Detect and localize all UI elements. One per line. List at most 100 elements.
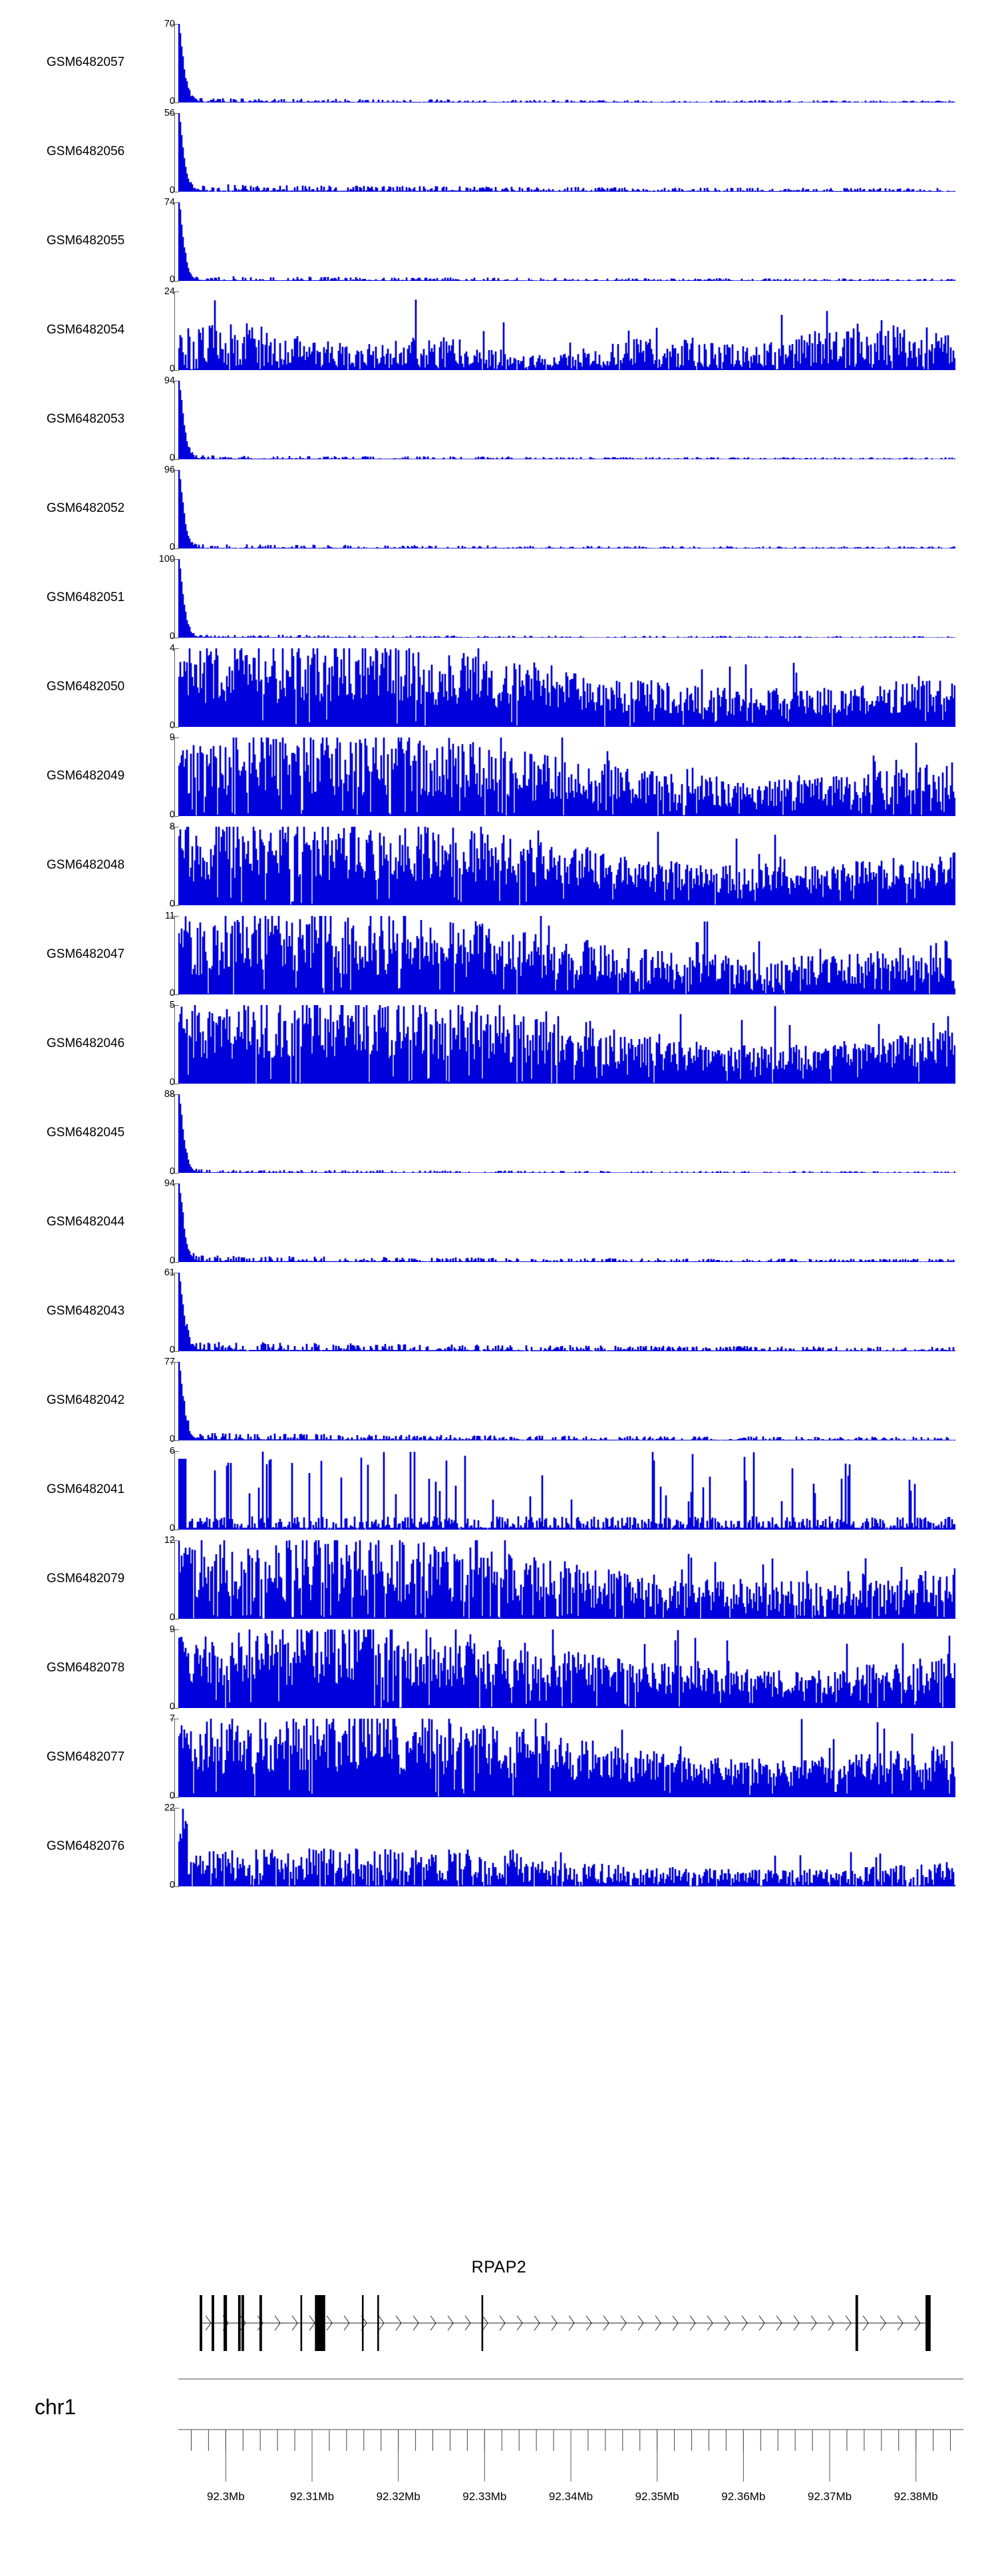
coverage-signal-plot[interactable] (178, 1005, 955, 1084)
gene-model-svg[interactable] (178, 2282, 955, 2352)
gene-exon[interactable] (855, 2295, 858, 2351)
y-axis-tick-max (170, 648, 179, 649)
coverage-signal-plot[interactable] (178, 202, 955, 281)
strand-arrow (309, 2315, 315, 2331)
gene-annotation-panel: RPAP2 (0, 2250, 998, 2363)
coverage-signal-plot[interactable] (178, 559, 955, 638)
coverage-signal-path (178, 1362, 955, 1440)
coverage-signal-plot[interactable] (178, 24, 955, 103)
gene-exon[interactable] (224, 2295, 228, 2351)
coverage-signal-path (178, 559, 955, 638)
coverage-signal-path (178, 113, 955, 192)
gene-exon[interactable] (377, 2295, 379, 2351)
coverage-signal-path (178, 1183, 955, 1262)
coverage-signal-plot[interactable] (178, 1273, 955, 1351)
coverage-track[interactable]: GSM6482041 6 0 (0, 1446, 998, 1533)
coverage-track[interactable]: GSM6482056 56 0 (0, 108, 998, 195)
y-axis-min-label: 0 (169, 1701, 175, 1712)
gene-exon[interactable] (481, 2295, 484, 2351)
track-sample-label: GSM6482076 (47, 1839, 125, 1853)
gene-exon[interactable] (241, 2295, 244, 2351)
track-sample-label: GSM6482057 (47, 55, 125, 69)
coverage-track[interactable]: GSM6482048 8 0 (0, 822, 998, 909)
y-axis-tick-min (170, 459, 179, 460)
coverage-track[interactable]: GSM6482077 7 0 (0, 1714, 998, 1801)
track-sample-label: GSM6482055 (47, 234, 125, 248)
coverage-track[interactable]: GSM6482052 96 0 (0, 465, 998, 552)
coverage-track[interactable]: GSM6482049 9 0 (0, 733, 998, 819)
axis-tick-label: 92.35Mb (635, 2490, 679, 2503)
coverage-track[interactable]: GSM6482047 11 0 (0, 911, 998, 998)
coverage-signal-plot[interactable] (178, 1362, 955, 1440)
y-axis-max-label: 96 (164, 465, 175, 475)
coverage-track[interactable]: GSM6482042 77 0 (0, 1357, 998, 1444)
gene-exon[interactable] (300, 2295, 303, 2351)
coverage-signal-plot[interactable] (178, 1451, 955, 1530)
y-axis-spine (174, 1362, 180, 1440)
gene-exon[interactable] (925, 2295, 931, 2351)
coverage-track[interactable]: GSM6482054 24 0 (0, 287, 998, 373)
y-axis-tick-max (170, 1540, 179, 1541)
coverage-signal-plot[interactable] (178, 1540, 955, 1619)
y-axis-spine (174, 202, 180, 281)
strand-arrow (447, 2315, 454, 2331)
track-y-axis: 61 0 (136, 1268, 175, 1355)
coverage-track[interactable]: GSM6482046 5 0 (0, 1000, 998, 1087)
coverage-signal-plot[interactable] (178, 1808, 955, 1886)
coverage-signal-plot[interactable] (178, 827, 955, 905)
coverage-track[interactable]: GSM6482050 4 0 (0, 644, 998, 730)
chromosome-label: chr1 (35, 2395, 77, 2419)
coverage-track[interactable]: GSM6482044 94 0 (0, 1179, 998, 1265)
coverage-track[interactable]: GSM6482076 22 0 (0, 1803, 998, 1890)
y-axis-spine (174, 1451, 180, 1530)
gene-exon[interactable] (238, 2295, 241, 2351)
coverage-signal-plot[interactable] (178, 470, 955, 548)
axis-tick-label: 92.3Mb (207, 2490, 245, 2503)
coverage-signal-plot[interactable] (178, 1629, 955, 1708)
coverage-track[interactable]: GSM6482053 94 0 (0, 376, 998, 463)
coverage-signal-path (178, 300, 955, 370)
gene-exon[interactable] (200, 2295, 202, 2351)
track-y-axis: 94 0 (136, 1179, 175, 1265)
axis-tick-label: 92.34Mb (549, 2490, 593, 2503)
coverage-track[interactable]: GSM6482051 100 0 (0, 554, 998, 641)
coverage-signal-path (178, 381, 955, 459)
y-axis-tick-max (170, 470, 179, 471)
gene-exon[interactable] (361, 2295, 364, 2351)
axis-tick-label: 92.33Mb (462, 2490, 506, 2503)
y-axis-max-label: 77 (164, 1357, 175, 1367)
axis-tick-label: 92.37Mb (808, 2490, 852, 2503)
coverage-track[interactable]: GSM6482057 70 0 (0, 19, 998, 106)
coverage-signal-plot[interactable] (178, 292, 955, 370)
coverage-track[interactable]: GSM6482043 61 0 (0, 1268, 998, 1355)
coverage-signal-plot[interactable] (178, 1094, 955, 1173)
coverage-track[interactable]: GSM6482079 12 0 (0, 1536, 998, 1622)
coverage-signal-plot[interactable] (178, 648, 955, 727)
strand-arrow (776, 2315, 782, 2331)
chromosome-axis-svg[interactable]: 92.3Mb 92.31Mb 92.32Mb 92.33Mb 92.34Mb 92.35M… (98, 2370, 963, 2523)
strand-arrow (914, 2315, 921, 2331)
coverage-track[interactable]: GSM6482045 88 0 (0, 1090, 998, 1176)
gene-exon[interactable] (315, 2295, 325, 2351)
strand-arrow (845, 2315, 852, 2331)
coverage-signal-plot[interactable] (178, 1719, 955, 1797)
y-axis-max-label: 74 (164, 197, 175, 208)
coverage-signal-plot[interactable] (178, 738, 955, 816)
coverage-signal-plot[interactable] (178, 1183, 955, 1262)
axis-tick-label: 92.31Mb (290, 2490, 334, 2503)
coverage-track[interactable]: GSM6482055 74 0 (0, 198, 998, 284)
coverage-signal-plot[interactable] (178, 113, 955, 192)
axis-tick-label: 92.32Mb (377, 2490, 420, 2503)
y-axis-max-label: 70 (164, 19, 175, 29)
gene-exon[interactable] (212, 2295, 214, 2351)
coverage-signal-plot[interactable] (178, 381, 955, 459)
coverage-signal-plot[interactable] (178, 916, 955, 994)
gene-exon[interactable] (259, 2295, 262, 2351)
coverage-track[interactable]: GSM6482078 9 0 (0, 1625, 998, 1711)
y-axis-tick-max (170, 1362, 179, 1363)
track-y-axis: 56 0 (136, 108, 175, 195)
strand-arrow (413, 2315, 419, 2331)
